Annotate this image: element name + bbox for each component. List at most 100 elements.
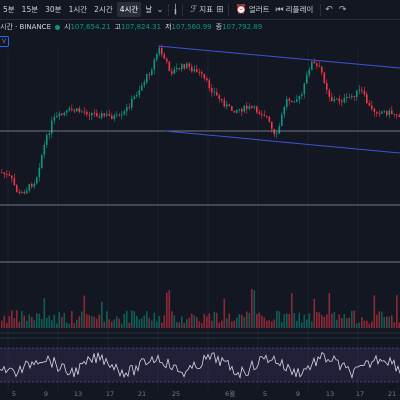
undo-icon[interactable]: ↶ <box>325 4 333 15</box>
volume-bar <box>268 320 271 328</box>
candle-body <box>18 191 21 194</box>
volume-bar <box>341 318 343 328</box>
redo-icon[interactable]: ↷ <box>338 4 347 15</box>
timeframe-2h[interactable]: 2시간 <box>94 5 113 14</box>
x-axis-tick-label: 9 <box>44 390 48 398</box>
candle-body <box>273 129 276 135</box>
candle-body <box>151 69 153 76</box>
candle-body <box>163 54 166 59</box>
volume-bar <box>398 322 400 328</box>
candle-body <box>93 112 96 114</box>
volume-bar <box>356 323 358 328</box>
candle-body <box>61 113 63 115</box>
candle-body <box>356 90 358 97</box>
candle-body <box>243 105 246 112</box>
candlestick-chart-icon[interactable]: ╽ <box>172 4 179 15</box>
candle-body <box>16 185 18 192</box>
volume-bar <box>256 314 258 328</box>
volume-bar <box>251 289 253 328</box>
chevron-down-icon[interactable]: ⌄ <box>156 4 164 15</box>
candle-body <box>211 88 213 93</box>
volume-bar <box>198 321 201 328</box>
timeframe-30m[interactable]: 30분 <box>45 5 62 14</box>
volume-bar <box>328 293 331 328</box>
low-value: 107,560.99 <box>171 23 212 31</box>
candle-body <box>223 100 226 107</box>
candle-body <box>41 154 43 168</box>
candle-body <box>376 111 378 114</box>
candle-body <box>268 116 271 122</box>
timeframe-1d[interactable]: 날 <box>145 5 153 14</box>
candle-body <box>63 112 66 115</box>
candle-body <box>343 98 346 103</box>
candle-body <box>336 98 338 100</box>
volume-bar <box>68 323 71 328</box>
volume-bar <box>261 315 263 328</box>
timeframe-4h[interactable]: 4시간 <box>116 2 142 17</box>
toolbar-divider <box>182 3 184 16</box>
volume-bar <box>393 322 396 328</box>
volume-bar <box>326 314 328 328</box>
layout-grid-icon[interactable]: ⊞ <box>216 4 224 15</box>
timeframe-15m[interactable]: 15분 <box>21 5 39 14</box>
candle-body <box>58 113 61 117</box>
volume-bar <box>376 314 378 328</box>
candle-body <box>351 95 353 98</box>
volume-bar <box>11 310 13 328</box>
volume-bar <box>236 317 238 328</box>
alert-label: 얼러트 <box>248 5 270 14</box>
alert-button[interactable]: ⏰ 얼러트 <box>233 4 273 15</box>
candle-body <box>11 175 13 179</box>
replay-button[interactable]: ⏮ 리플레이 <box>273 4 317 15</box>
timeframe-5m[interactable]: 5분 <box>3 5 15 14</box>
volume-bar <box>293 312 296 328</box>
volume-bar <box>93 316 96 328</box>
volume-bar <box>318 312 321 328</box>
trendline-upper <box>157 45 400 69</box>
candle-body <box>106 114 108 116</box>
candle-body <box>3 172 6 175</box>
candle-body <box>48 133 51 136</box>
candle-body <box>36 177 38 184</box>
volume-bar <box>166 292 168 328</box>
volume-bar <box>21 311 23 328</box>
candle-body <box>76 108 78 112</box>
volume-bar <box>248 312 251 328</box>
volume-bar <box>191 313 193 328</box>
timeframe-1h[interactable]: 1시간 <box>68 5 88 14</box>
volume-bar <box>368 323 371 328</box>
low-key: 저 <box>165 23 172 31</box>
volume-bar <box>178 322 181 328</box>
candle-body <box>338 98 341 102</box>
candle-body <box>388 110 391 115</box>
volume-bar <box>146 311 148 328</box>
volume-bar <box>336 319 338 328</box>
indicators-button[interactable]: ℱ 지표 <box>187 4 216 15</box>
volume-bar <box>306 319 308 328</box>
volume-bar <box>386 316 388 328</box>
candle-body <box>158 47 161 54</box>
volume-bar <box>303 314 306 328</box>
volume-bar <box>161 322 163 328</box>
volume-bar <box>126 310 128 328</box>
candle-body <box>323 72 326 84</box>
volume-bar <box>196 317 198 328</box>
volume-bar <box>288 313 291 328</box>
volume-bar <box>158 316 161 328</box>
candle-body <box>381 111 383 114</box>
price-chart[interactable]: 5 9 13 17 21 25 6월 5 9 13 17 21 <box>0 20 400 400</box>
candle-body <box>98 116 101 118</box>
volume-bar <box>253 290 256 328</box>
candle-body <box>23 191 26 194</box>
volume-bar <box>141 318 143 328</box>
candle-body <box>88 114 91 116</box>
volume-bar <box>346 318 348 328</box>
candle-body <box>121 114 123 116</box>
candle-body <box>366 94 368 104</box>
candle-body <box>231 106 233 111</box>
volume-bar <box>173 315 176 328</box>
volume-badge[interactable]: V <box>0 36 10 47</box>
candle-body <box>298 96 301 100</box>
candle-body <box>286 98 288 107</box>
volume-bar <box>86 314 88 328</box>
